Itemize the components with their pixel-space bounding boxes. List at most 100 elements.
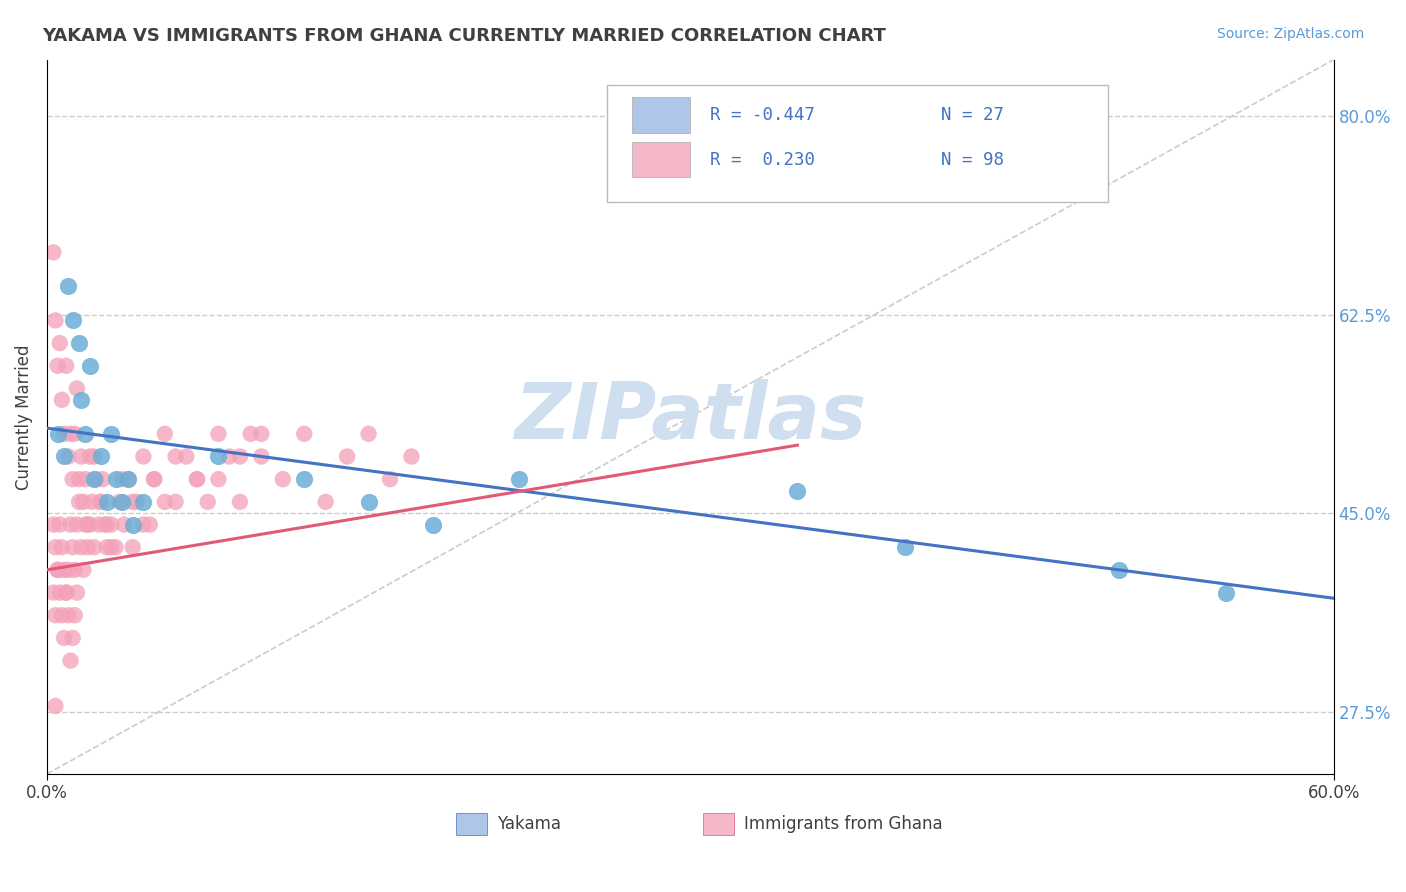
Point <box>53 450 76 464</box>
Point <box>165 450 187 464</box>
Point <box>58 563 80 577</box>
Point <box>67 472 90 486</box>
Point <box>59 426 82 441</box>
Bar <box>633 97 690 133</box>
Point <box>378 472 401 486</box>
Text: Source: ZipAtlas.com: Source: ZipAtlas.com <box>1216 27 1364 41</box>
Point <box>59 517 82 532</box>
Text: R =  0.230: R = 0.230 <box>710 151 814 169</box>
Point <box>1152 778 1174 792</box>
Point <box>53 563 76 577</box>
Point <box>44 608 66 623</box>
Point <box>121 495 143 509</box>
Point <box>292 426 315 441</box>
Point <box>80 495 103 509</box>
Point <box>89 450 111 464</box>
Point <box>121 517 143 532</box>
Point <box>174 450 197 464</box>
Point <box>83 472 105 486</box>
Point <box>53 426 76 441</box>
Bar <box>456 814 486 835</box>
Text: R = -0.447: R = -0.447 <box>710 106 814 124</box>
Point <box>89 495 111 509</box>
Point <box>51 608 73 623</box>
Point <box>62 472 84 486</box>
Point <box>96 517 118 532</box>
Point <box>44 313 66 327</box>
FancyBboxPatch shape <box>606 85 1108 202</box>
Point <box>66 381 89 395</box>
Point <box>59 654 82 668</box>
Point <box>72 495 94 509</box>
Point <box>66 517 89 532</box>
Point <box>75 472 97 486</box>
Point <box>893 540 915 554</box>
Point <box>70 540 93 554</box>
Point <box>165 495 187 509</box>
Point <box>87 517 110 532</box>
Point <box>336 450 359 464</box>
Point <box>46 359 69 373</box>
Text: Immigrants from Ghana: Immigrants from Ghana <box>744 815 943 833</box>
Point <box>357 495 380 509</box>
Point <box>53 631 76 645</box>
Point <box>79 517 101 532</box>
Point <box>96 540 118 554</box>
Point <box>357 426 380 441</box>
Point <box>786 483 808 498</box>
Point <box>76 517 98 532</box>
Point <box>143 472 166 486</box>
Point <box>292 472 315 486</box>
Point <box>58 279 80 293</box>
Point <box>42 517 65 532</box>
Point <box>132 495 155 509</box>
Point <box>44 540 66 554</box>
Point <box>55 585 77 599</box>
Y-axis label: Currently Married: Currently Married <box>15 344 32 490</box>
Point <box>1108 563 1130 577</box>
Point <box>153 426 176 441</box>
Point <box>315 495 337 509</box>
Point <box>49 336 72 351</box>
Point <box>250 450 273 464</box>
Point <box>63 608 86 623</box>
Point <box>58 608 80 623</box>
Point <box>229 495 252 509</box>
Point <box>63 426 86 441</box>
Point <box>111 495 134 509</box>
Point <box>153 495 176 509</box>
Text: N = 27: N = 27 <box>941 106 1004 124</box>
Point <box>117 472 139 486</box>
Point <box>1215 585 1237 599</box>
Point <box>44 698 66 713</box>
Point <box>46 563 69 577</box>
Text: N = 98: N = 98 <box>941 151 1004 169</box>
Point <box>42 585 65 599</box>
Point <box>67 495 90 509</box>
Point <box>197 495 219 509</box>
Bar <box>633 142 690 178</box>
Text: ZIPatlas: ZIPatlas <box>515 379 866 455</box>
Point <box>72 563 94 577</box>
Point <box>239 426 262 441</box>
Point <box>79 359 101 373</box>
Point <box>104 540 127 554</box>
Point <box>62 540 84 554</box>
Point <box>186 472 208 486</box>
Point <box>508 472 530 486</box>
Point <box>96 495 118 509</box>
Point <box>67 336 90 351</box>
Point <box>49 517 72 532</box>
Point <box>46 426 69 441</box>
Point <box>121 540 143 554</box>
Point <box>75 426 97 441</box>
Point <box>111 472 134 486</box>
Point <box>271 472 294 486</box>
Point <box>63 563 86 577</box>
Point <box>186 472 208 486</box>
Point <box>94 517 117 532</box>
Point <box>75 517 97 532</box>
Point <box>132 450 155 464</box>
Bar <box>703 814 734 835</box>
Point <box>83 450 105 464</box>
